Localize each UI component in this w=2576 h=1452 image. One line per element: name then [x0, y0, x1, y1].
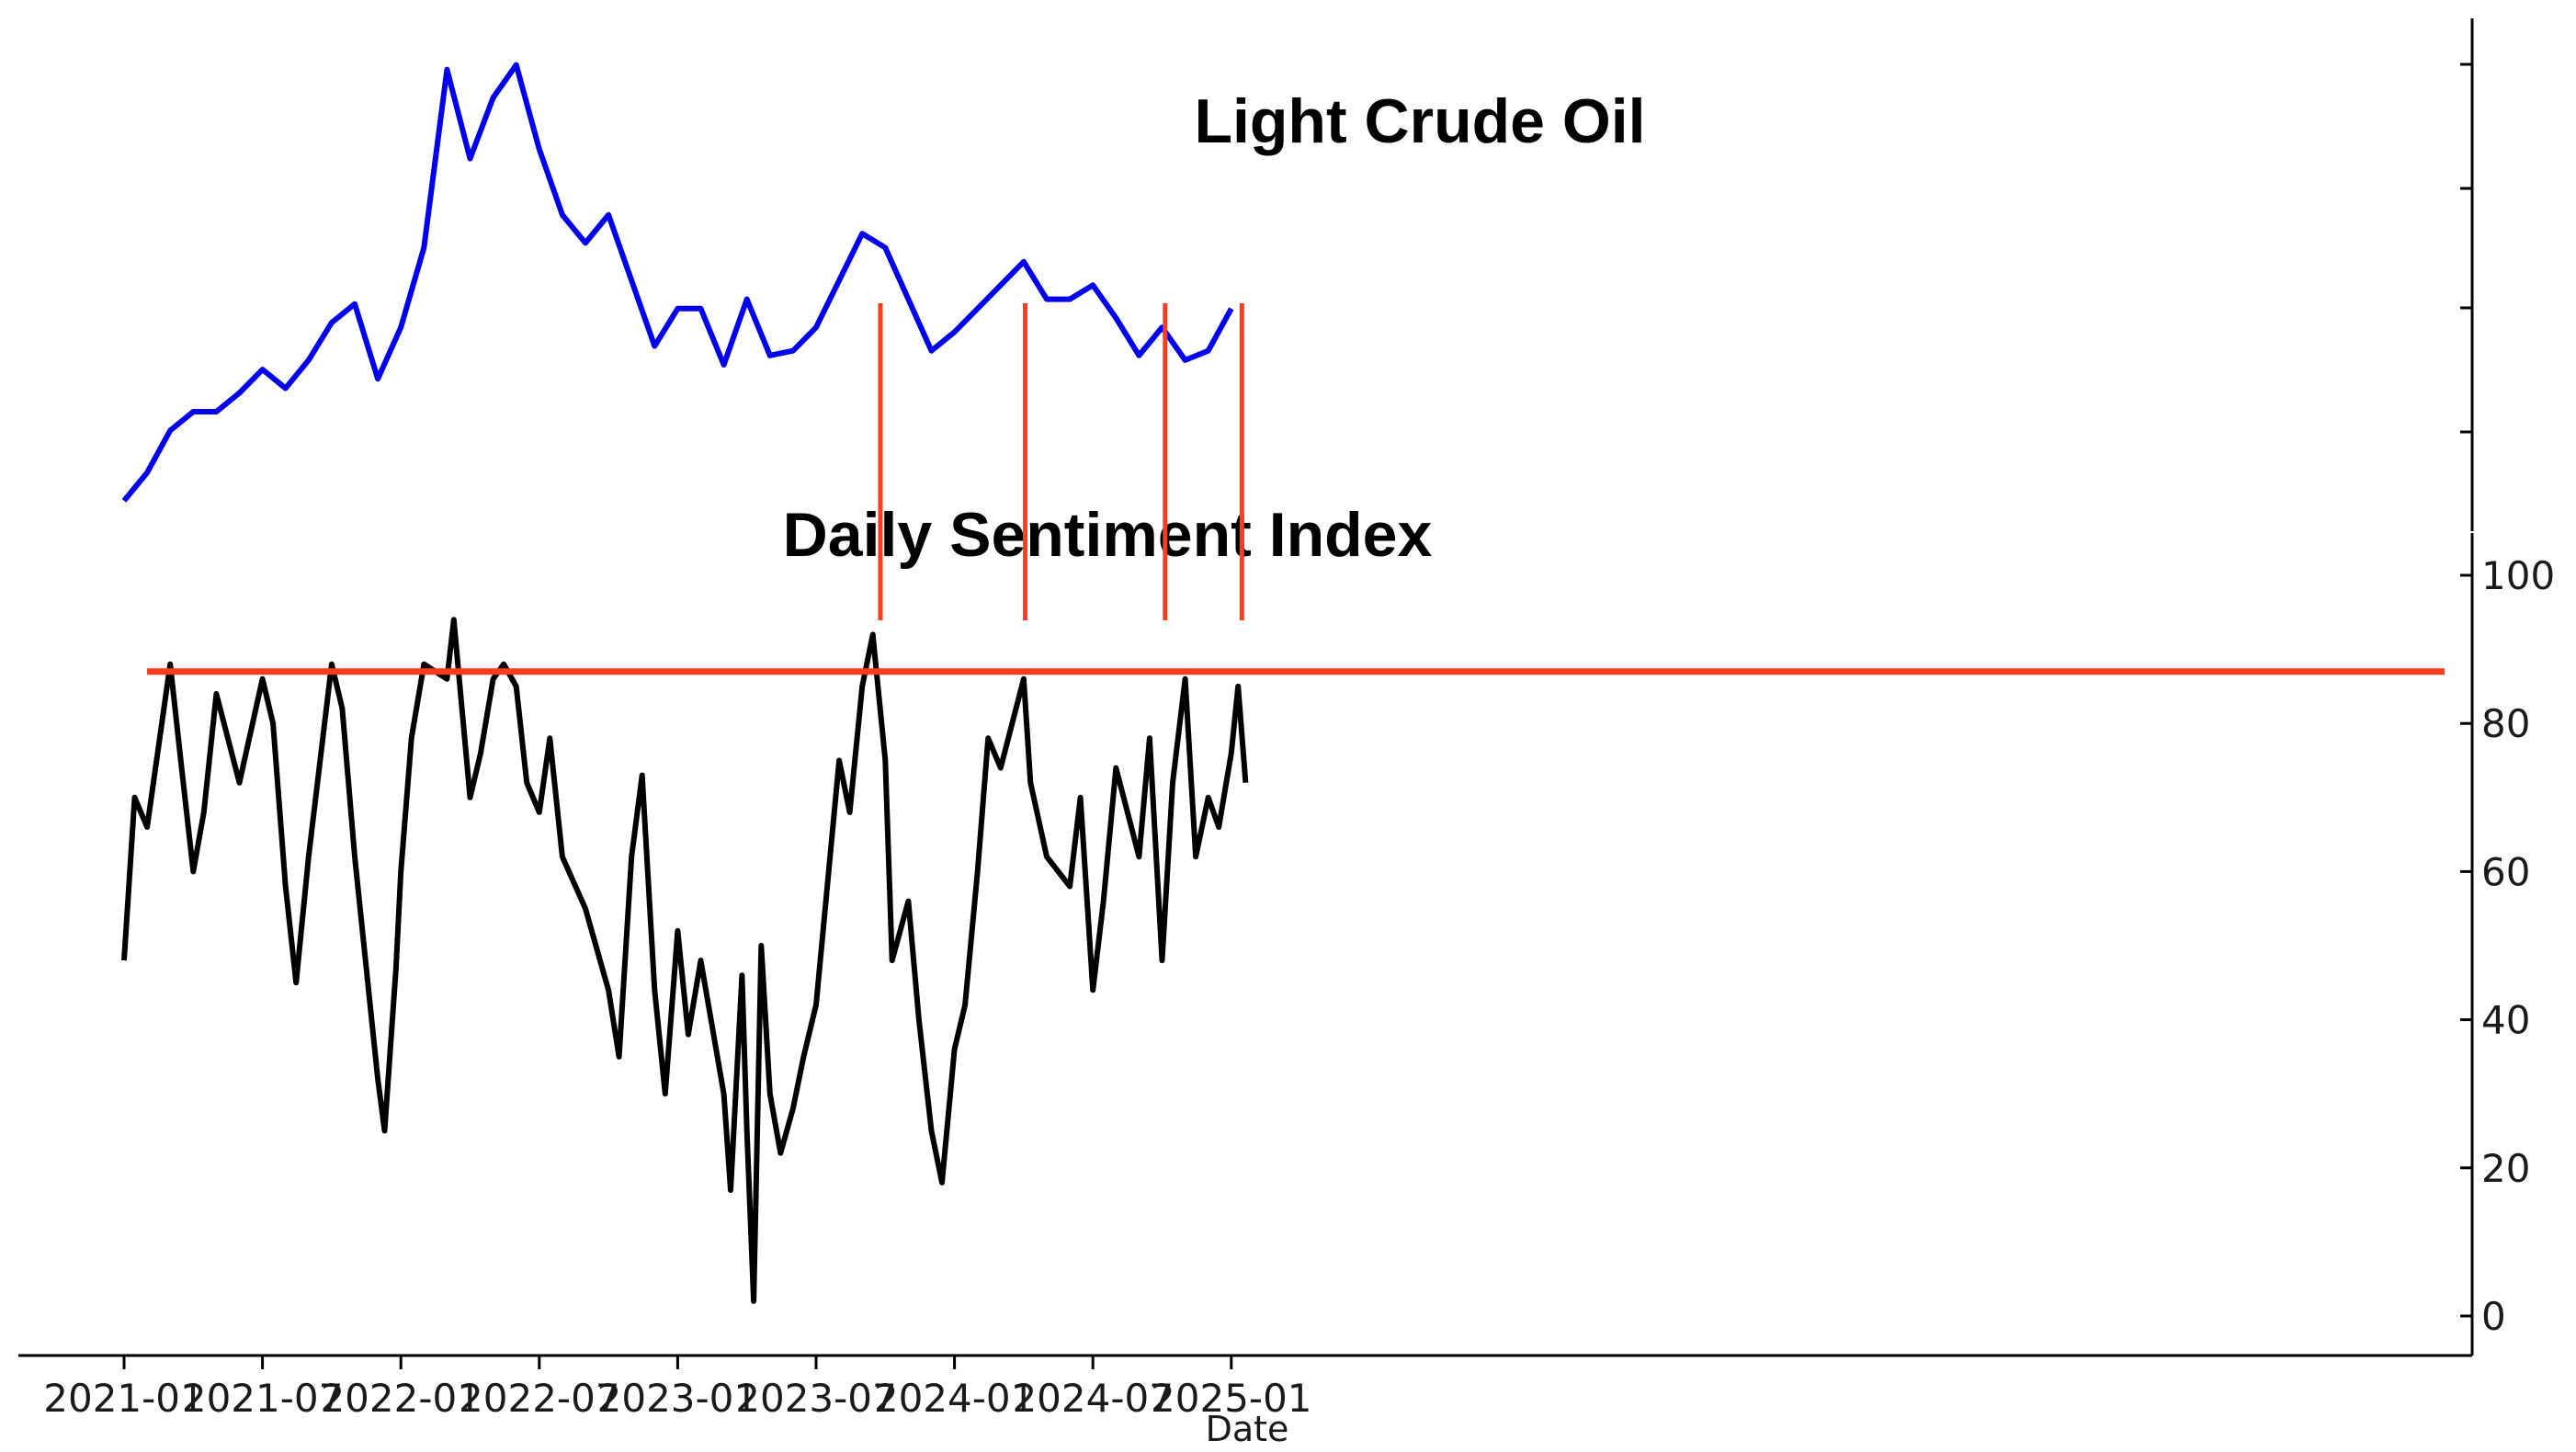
x-tick-label: 2022-07: [459, 1376, 620, 1421]
x-tick-label: 2022-01: [320, 1376, 482, 1421]
x-axis-label: Date: [1206, 1409, 1289, 1449]
x-tick-label: 2025-01: [1151, 1376, 1312, 1421]
x-tick-label: 2023-07: [735, 1376, 897, 1421]
x-tick-label: 2024-01: [874, 1376, 1036, 1421]
annotations: [147, 303, 2445, 675]
oil-panel-title: Light Crude Oil: [1194, 86, 1645, 156]
sentiment-panel-title: Daily Sentiment Index: [783, 500, 1433, 570]
series-line-daily-sentiment-index: [121, 617, 1249, 1304]
y-tick-label: 60: [2481, 849, 2530, 894]
y-tick-label: 40: [2481, 998, 2530, 1043]
y-tick-label: 0: [2481, 1294, 2506, 1339]
series-line-light-crude-oil: [121, 62, 1234, 503]
oil-y-ticks: [2460, 62, 2472, 434]
x-tick-label: 2021-07: [182, 1376, 344, 1421]
y-tick-label: 100: [2481, 553, 2555, 598]
sentiment-y-axis-ticks: 0 20 40 60 80 100: [2460, 553, 2555, 1339]
x-axis-ticks: 2021-012021-072022-012022-072023-012023-…: [43, 1356, 1312, 1421]
x-tick-label: 2023-01: [597, 1376, 759, 1421]
y-tick-label: 80: [2481, 701, 2530, 746]
x-tick-label: 2021-01: [43, 1376, 205, 1421]
x-tick-label: 2024-07: [1012, 1376, 1174, 1421]
y-tick-label: 20: [2481, 1146, 2530, 1191]
